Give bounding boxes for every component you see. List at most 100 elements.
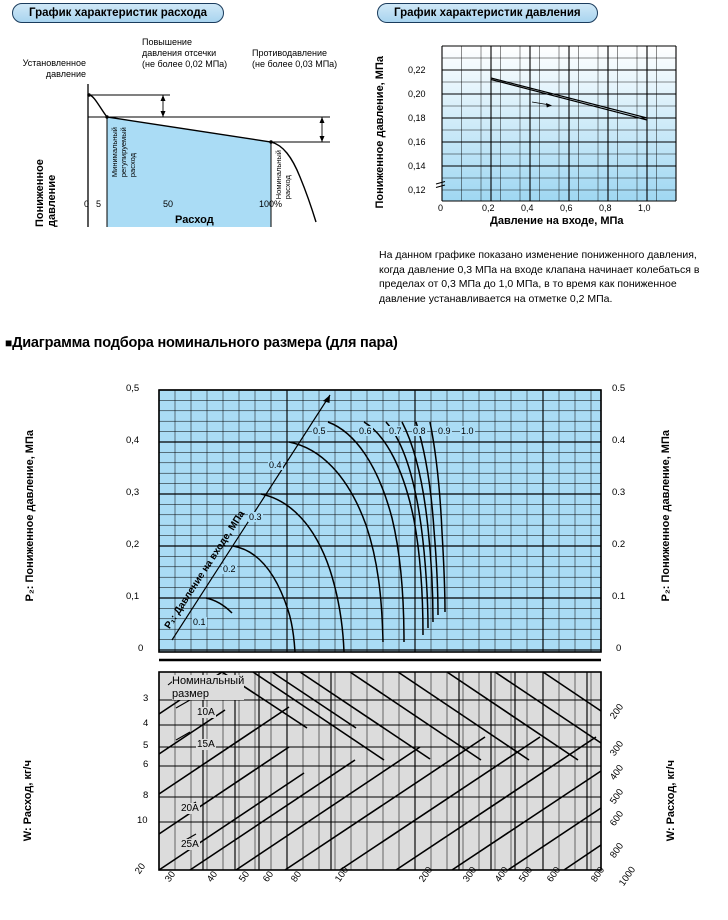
rated-flow-label: Номинальный расход [274, 150, 292, 200]
flow-characteristics-chart: Установленное давление Повышение давлени… [0, 32, 364, 229]
pressure-chart-svg [435, 45, 677, 202]
curve-p1-0.2 [232, 545, 296, 653]
p-ytick-012: 0,12 [408, 185, 426, 195]
size-label-25a: 25A [180, 839, 200, 850]
pressure-major-grid [441, 45, 677, 202]
pressure-chart-x-axis-label: Давление на входе, МПа [490, 215, 624, 227]
curve-p1-0.6 [363, 421, 424, 636]
curve-label-04: 0.4 [268, 460, 283, 470]
np-right-0: 0 [616, 643, 622, 654]
flow-chart-title-text: График характеристик расхода [29, 7, 208, 19]
p-ytick-022: 0,22 [408, 65, 426, 75]
min-regulated-flow-label: Минимальный регулируемый расход [110, 127, 137, 178]
curve-label-09: 0.9 [437, 426, 452, 436]
curve-p1-0.9 [415, 421, 439, 616]
nomogram-svg [158, 389, 602, 871]
np-left-01: 0,1 [126, 591, 140, 602]
np-left-04: 0,4 [126, 435, 140, 446]
nomogram-left-flow-axis-label: W: Расход, кг/ч [22, 760, 34, 842]
x-tick-0: 0 [84, 199, 90, 209]
size-label-15a: 15A [196, 739, 216, 750]
nomogram-right-pressure-axis-label: P₂: Пониженное давление, МПа [660, 430, 672, 602]
flow-operating-band [107, 117, 271, 228]
curve-label-01: 0.1 [192, 617, 207, 627]
p-ytick-014: 0,14 [408, 161, 426, 171]
curve-p1-0.7 [385, 421, 429, 629]
nf-left-4: 4 [143, 718, 149, 729]
p-xtick-08: 0,8 [599, 203, 612, 213]
pressure-characteristics-chart: Пониженное давление, МПа 0,22 0,20 0,18 … [364, 32, 728, 227]
curve-p1-0.3 [260, 493, 345, 653]
np-right-01: 0.1 [612, 591, 626, 602]
nf-left-5: 5 [143, 740, 149, 751]
curve-p1-0.8 [401, 421, 434, 623]
backpressure-arrow-head-up [319, 117, 325, 123]
curve-p1-1.0 [429, 421, 446, 613]
section-heading-text: Диаграмма подбора номинального размера (… [12, 335, 398, 351]
p-xtick-02: 0,2 [482, 203, 495, 213]
min-flow-point [105, 115, 109, 119]
flow-chart-y-axis-label: Пониженное давление [34, 159, 58, 227]
cutoff-arrow-head-down [160, 111, 166, 117]
pressure-chart-title-text: График характеристик давления [394, 7, 581, 19]
cutoff-rise-value: (не более 0,02 МПа) [142, 59, 228, 69]
pressure-chart-y-axis-label: Пониженное давление, МПа [374, 56, 386, 209]
nominal-size-caption: Номинальный размер [172, 675, 245, 700]
curve-label-07: 0.7 [388, 426, 403, 436]
pressure-minor-grid [442, 46, 676, 201]
nf-left-8: 8 [143, 790, 149, 801]
backpressure-value: (не более 0,03 МПа) [252, 59, 338, 69]
pressure-data-line-upper [490, 77, 648, 119]
size-label-20a: 20A [180, 803, 200, 814]
curve-label-05: 0.5 [312, 426, 327, 436]
nominal-size-lines [158, 671, 602, 871]
curve-p1-0.4 [288, 441, 384, 643]
curve-p1-0.1 [205, 597, 233, 614]
np-right-02: 0.2 [612, 539, 626, 550]
np-left-02: 0,2 [126, 539, 140, 550]
np-left-03: 0,3 [126, 487, 140, 498]
nomogram-left-pressure-axis-label: P₂: Пониженное давление, МПа [24, 430, 36, 602]
x-tick-100: 100% [259, 199, 283, 209]
flow-characteristic-curve [88, 94, 317, 223]
p-xtick-04: 0,4 [521, 203, 534, 213]
p-xtick-10: 1,0 [638, 203, 651, 213]
p-xtick-0: 0 [438, 203, 444, 213]
upper-panel-background [159, 390, 601, 652]
x-tick-50: 50 [163, 199, 174, 209]
curve-p1-0.5 [327, 421, 405, 643]
np-left-0: 0 [138, 643, 144, 654]
p-ytick-020: 0,20 [408, 89, 426, 99]
upper-panel-border [158, 389, 602, 653]
inlet-pressure-guide-arrow [323, 395, 330, 403]
curve-label-10: 1.0 [460, 426, 475, 436]
lower-panel-background [159, 672, 601, 870]
np-right-03: 0.3 [612, 487, 626, 498]
np-left-05: 0,5 [126, 383, 140, 394]
pressure-chart-description: На данном графике показано изменение пон… [379, 249, 700, 305]
p-ytick-016: 0,16 [408, 137, 426, 147]
rated-flow-point [269, 140, 273, 144]
sizing-nomogram: P₂: Пониженное давление, МПа 0,5 0,4 0,3… [0, 370, 728, 915]
curve-label-08: 0.8 [412, 426, 427, 436]
lower-panel-border [158, 671, 602, 871]
set-pressure-point [87, 93, 91, 97]
upper-minor-horizontal-grid [159, 400, 601, 640]
x-tick-5: 5 [96, 199, 102, 209]
flow-chart-title-pill: График характеристик расхода [12, 3, 225, 23]
set-pressure-label: Установленное давление [22, 58, 86, 79]
backpressure-label: Противодавление [252, 48, 328, 58]
cutoff-rise-label: Повышение давления отсечки [142, 37, 217, 58]
flow-chart-x-axis-label: Расход [175, 214, 214, 226]
p-ytick-018: 0,18 [408, 113, 426, 123]
curve-label-06: 0.6 [358, 426, 373, 436]
nf-left-10: 10 [137, 815, 148, 826]
axis-break-glyph [435, 180, 446, 189]
p-xtick-06: 0,6 [560, 203, 573, 213]
pressure-data-line-lower [490, 78, 648, 121]
nf-left-3: 3 [143, 693, 149, 704]
curve-label-02: 0.2 [222, 564, 237, 574]
nf-left-6: 6 [143, 759, 149, 770]
pressure-trend-arrow-head [546, 103, 552, 108]
np-right-05: 0.5 [612, 383, 626, 394]
